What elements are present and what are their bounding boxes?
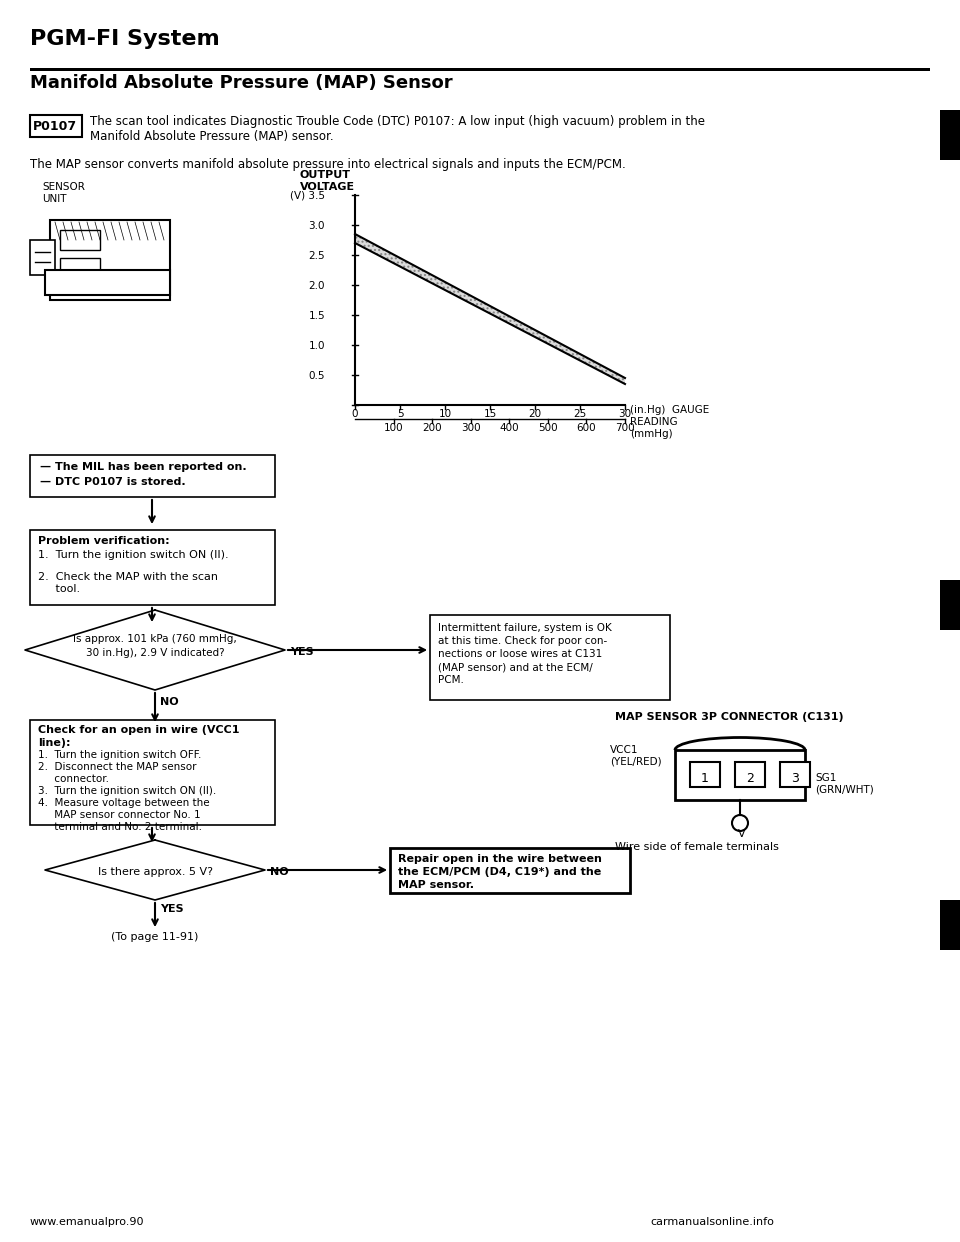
Bar xyxy=(60,230,100,250)
Text: 2: 2 xyxy=(746,773,754,785)
Text: — DTC P0107 is stored.: — DTC P0107 is stored. xyxy=(40,477,185,487)
Bar xyxy=(675,750,805,800)
Bar xyxy=(50,220,170,301)
Bar xyxy=(60,258,100,273)
Text: — The MIL has been reported on.: — The MIL has been reported on. xyxy=(40,462,247,472)
Bar xyxy=(30,68,930,71)
Text: 300: 300 xyxy=(461,424,481,433)
Text: carmanualsonline.info: carmanualsonline.info xyxy=(650,1217,774,1227)
Text: Manifold Absolute Pressure (MAP) Sensor: Manifold Absolute Pressure (MAP) Sensor xyxy=(30,75,452,92)
Text: connector.: connector. xyxy=(38,774,109,784)
Bar xyxy=(60,278,120,289)
Text: 15: 15 xyxy=(484,409,496,419)
Text: terminal and No. 2 terminal.: terminal and No. 2 terminal. xyxy=(38,822,202,832)
Text: V: V xyxy=(738,828,746,840)
Bar xyxy=(30,455,275,497)
Text: The MAP sensor converts manifold absolute pressure into electrical signals and i: The MAP sensor converts manifold absolut… xyxy=(30,158,626,171)
Text: at this time. Check for poor con-: at this time. Check for poor con- xyxy=(438,636,608,646)
Text: 1: 1 xyxy=(701,773,708,785)
Text: MAP SENSOR 3P CONNECTOR (C131): MAP SENSOR 3P CONNECTOR (C131) xyxy=(615,712,844,722)
Text: NO: NO xyxy=(270,867,289,877)
Text: 10: 10 xyxy=(439,409,451,419)
Text: 0: 0 xyxy=(351,409,358,419)
Bar xyxy=(940,580,960,630)
Text: 700: 700 xyxy=(615,424,635,433)
Text: Is there approx. 5 V?: Is there approx. 5 V? xyxy=(98,867,212,877)
Text: (V) 3.5: (V) 3.5 xyxy=(290,191,325,201)
Text: 1.  Turn the ignition switch OFF.: 1. Turn the ignition switch OFF. xyxy=(38,750,202,760)
Text: (To page 11-91): (To page 11-91) xyxy=(111,932,199,941)
Text: Manifold Absolute Pressure (MAP) sensor.: Manifold Absolute Pressure (MAP) sensor. xyxy=(90,130,334,143)
Text: NO: NO xyxy=(160,697,179,707)
Text: Problem verification:: Problem verification: xyxy=(38,537,170,546)
Text: Wire side of female terminals: Wire side of female terminals xyxy=(615,842,779,852)
Text: YES: YES xyxy=(160,904,183,914)
Text: OUTPUT
VOLTAGE: OUTPUT VOLTAGE xyxy=(300,170,355,193)
Bar xyxy=(735,763,765,787)
Bar xyxy=(390,848,630,893)
Text: 0.5: 0.5 xyxy=(308,371,325,381)
Bar xyxy=(30,530,275,605)
Text: VCC1
(YEL/RED): VCC1 (YEL/RED) xyxy=(610,745,661,768)
Bar xyxy=(780,763,810,787)
Text: MAP sensor.: MAP sensor. xyxy=(398,881,474,891)
Text: the ECM/PCM (D4, C19*) and the: the ECM/PCM (D4, C19*) and the xyxy=(398,867,601,877)
Text: 200: 200 xyxy=(422,424,442,433)
Text: nections or loose wires at C131: nections or loose wires at C131 xyxy=(438,650,602,660)
Text: PCM.: PCM. xyxy=(438,674,464,686)
Text: 1.5: 1.5 xyxy=(308,310,325,320)
Text: 100: 100 xyxy=(384,424,403,433)
Text: Check for an open in wire (VCC1: Check for an open in wire (VCC1 xyxy=(38,725,239,735)
Text: 3.  Turn the ignition switch ON (II).: 3. Turn the ignition switch ON (II). xyxy=(38,786,216,796)
Text: 400: 400 xyxy=(499,424,519,433)
Text: SENSOR
UNIT: SENSOR UNIT xyxy=(42,183,84,204)
Text: tool.: tool. xyxy=(38,584,80,594)
Text: 2.  Check the MAP with the scan: 2. Check the MAP with the scan xyxy=(38,573,218,582)
Text: 1.0: 1.0 xyxy=(308,342,325,351)
Bar xyxy=(30,116,82,137)
Text: 4.  Measure voltage between the: 4. Measure voltage between the xyxy=(38,799,209,809)
Text: SG1
(GRN/WHT): SG1 (GRN/WHT) xyxy=(815,774,874,795)
Text: 20: 20 xyxy=(528,409,541,419)
Bar xyxy=(45,270,170,296)
Bar xyxy=(430,615,670,700)
Text: Intermittent failure, system is OK: Intermittent failure, system is OK xyxy=(438,623,612,633)
Text: 3.0: 3.0 xyxy=(308,221,325,231)
Text: P0107: P0107 xyxy=(33,120,77,133)
Text: PGM-FI System: PGM-FI System xyxy=(30,29,220,48)
Text: 500: 500 xyxy=(538,424,558,433)
Text: MAP sensor connector No. 1: MAP sensor connector No. 1 xyxy=(38,810,201,820)
Text: 5: 5 xyxy=(396,409,403,419)
Bar xyxy=(30,240,55,274)
Text: Is approx. 101 kPa (760 mmHg,: Is approx. 101 kPa (760 mmHg, xyxy=(73,633,237,645)
Text: 2.  Disconnect the MAP sensor: 2. Disconnect the MAP sensor xyxy=(38,763,197,773)
Text: line):: line): xyxy=(38,738,70,748)
Text: 600: 600 xyxy=(577,424,596,433)
Text: 2.0: 2.0 xyxy=(308,281,325,291)
Text: 25: 25 xyxy=(573,409,587,419)
Text: 2.5: 2.5 xyxy=(308,251,325,261)
Text: 3: 3 xyxy=(791,773,799,785)
Bar xyxy=(690,763,720,787)
Text: 30 in.Hg), 2.9 V indicated?: 30 in.Hg), 2.9 V indicated? xyxy=(85,648,225,658)
Text: READING: READING xyxy=(630,417,678,427)
Bar xyxy=(30,720,275,825)
Text: Repair open in the wire between: Repair open in the wire between xyxy=(398,854,602,864)
Text: (mmHg): (mmHg) xyxy=(630,428,673,438)
Text: YES: YES xyxy=(290,647,314,657)
Text: (in.Hg)  GAUGE: (in.Hg) GAUGE xyxy=(630,405,709,415)
Text: www.emanualpro.90: www.emanualpro.90 xyxy=(30,1217,145,1227)
Text: The scan tool indicates Diagnostic Trouble Code (DTC) P0107: A low input (high v: The scan tool indicates Diagnostic Troub… xyxy=(90,116,705,128)
Text: 30: 30 xyxy=(618,409,632,419)
Text: 1.  Turn the ignition switch ON (II).: 1. Turn the ignition switch ON (II). xyxy=(38,550,228,560)
Bar xyxy=(940,111,960,160)
Text: (MAP sensor) and at the ECM/: (MAP sensor) and at the ECM/ xyxy=(438,662,592,672)
Bar xyxy=(940,900,960,950)
